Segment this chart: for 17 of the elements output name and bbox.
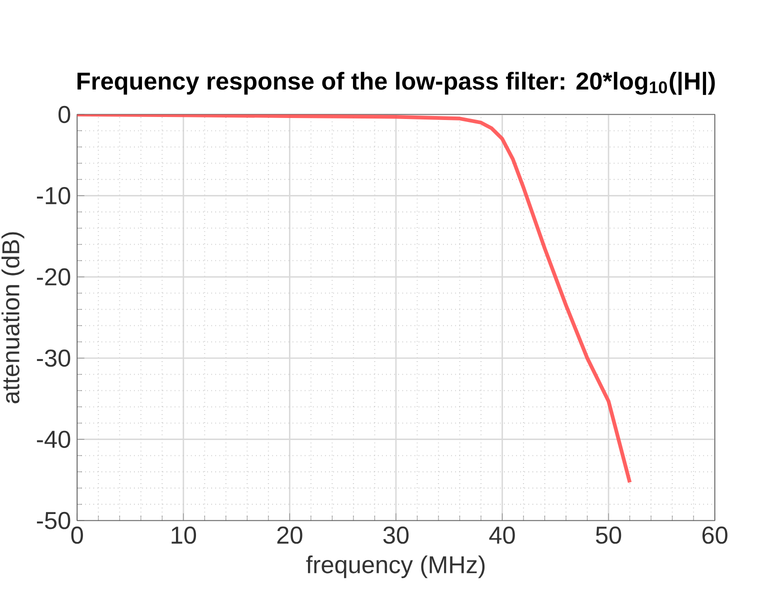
y-tick-label: 0 [58, 106, 70, 124]
y-tick-label: -40 [36, 430, 70, 448]
y-tick-label: -10 [36, 187, 70, 204]
line-series [77, 114, 632, 484]
y-tick-label: -20 [36, 268, 70, 286]
x-tick-label: 40 [489, 526, 515, 544]
x-tick-label: 60 [702, 526, 728, 544]
x-tick-label: 0 [71, 526, 83, 544]
x-tick-label: 10 [172, 526, 196, 544]
x-tick-label: 30 [383, 526, 409, 544]
x-tick-label: 50 [596, 526, 622, 544]
chart-title: Frequency response of the low-pass filter: 20*log$_{10}$(|H|) [78, 72, 715, 95]
y-axis-title: attenuation (dB) [2, 232, 24, 404]
x-tick-label: 20 [277, 526, 302, 544]
y-tick-label: -50 [36, 512, 70, 530]
y-tick-label: -30 [36, 350, 70, 367]
x-axis-title: frequency (MHz) [306, 555, 485, 578]
